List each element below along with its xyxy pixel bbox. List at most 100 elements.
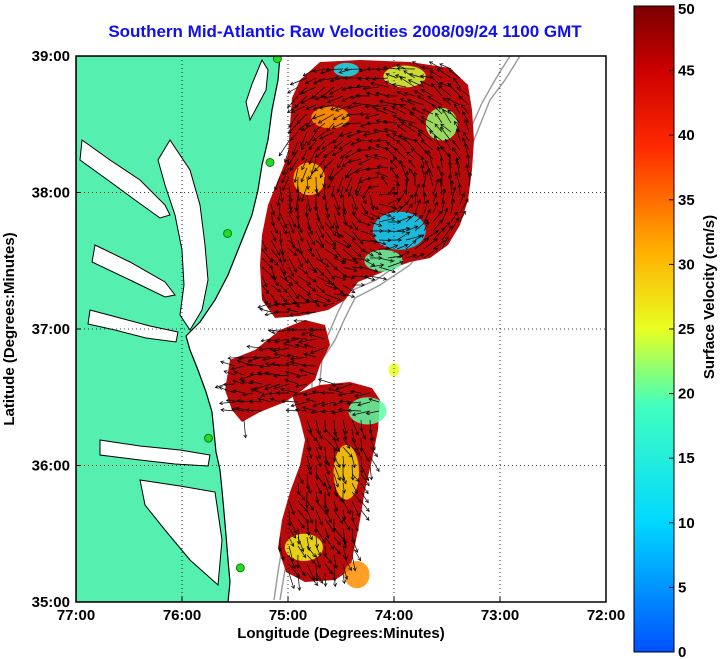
velocity-arrow (339, 131, 353, 137)
velocity-arrow (366, 176, 380, 180)
velocity-arrowhead (359, 123, 364, 128)
velocity-arrow (319, 104, 335, 109)
velocity-arrow (423, 209, 431, 223)
rappahannock-river (91, 244, 176, 298)
velocity-arrow (345, 149, 362, 159)
velocity-arrowhead (292, 223, 297, 228)
velocity-arrowhead (434, 135, 438, 140)
velocity-arrowhead (429, 70, 434, 74)
velocity-arrowhead (399, 260, 404, 265)
velocity-arrowhead (337, 392, 343, 397)
radar-stations (204, 56, 282, 573)
velocity-arrowhead (326, 214, 331, 219)
chesapeake-bay (157, 139, 209, 331)
velocity-arrow (396, 227, 410, 232)
velocity-arrow (456, 160, 461, 178)
velocity-arrow (315, 284, 325, 293)
velocity-arrowhead (308, 333, 313, 338)
velocity-arrow (303, 392, 317, 396)
velocity-arrowhead (447, 160, 452, 165)
velocity-arrow (315, 482, 322, 495)
velocity-arrowhead (365, 477, 370, 482)
velocity-arrowhead (339, 133, 344, 138)
velocity-arrow (432, 193, 437, 205)
velocity-arrowhead (403, 189, 407, 194)
velocity-arrowhead (271, 330, 276, 335)
velocity-arrowhead (362, 86, 367, 91)
velocity-arrow (324, 239, 336, 250)
velocity-arrowhead (416, 95, 422, 100)
velocity-arrow (454, 121, 461, 133)
velocity-arrowhead (399, 98, 405, 102)
velocity-arrow (333, 428, 339, 442)
velocity-arrow (315, 527, 326, 544)
velocity-arrowhead (282, 258, 286, 263)
velocity-arrowhead (433, 192, 438, 198)
velocity-arrowhead (337, 476, 341, 481)
velocity-arrow (279, 275, 293, 286)
velocity-arrowhead (292, 392, 297, 397)
velocity-arrowhead (245, 362, 250, 367)
velocity-arrowhead (337, 541, 342, 546)
velocity-arrow (391, 106, 407, 115)
velocity-arrow (407, 99, 425, 106)
velocity-arrow (279, 266, 287, 281)
velocity-arrowhead (350, 95, 355, 100)
velocity-arrowhead (406, 151, 411, 156)
velocity-arrowhead (311, 576, 316, 581)
velocity-arrow (405, 235, 422, 241)
velocity-arrow (302, 68, 317, 77)
velocity-arrowhead (298, 339, 303, 344)
velocity-arrow (365, 113, 380, 119)
velocity-arrowhead (435, 112, 439, 117)
velocity-arrowhead (391, 186, 396, 191)
velocity-arrow (376, 120, 389, 124)
velocity-arrowhead (440, 123, 445, 128)
velocity-arrowhead (332, 245, 337, 250)
velocity-arrow (246, 409, 263, 412)
velocity-arrowhead (356, 84, 361, 89)
velocity-arrowhead (267, 304, 272, 308)
velocity-arrowhead (236, 398, 241, 403)
velocity-arrow (297, 257, 303, 268)
velocity-arrowhead (292, 534, 297, 539)
velocity-arrowhead (462, 131, 467, 136)
velocity-arrow (432, 210, 443, 223)
velocity-arrow (306, 446, 312, 459)
velocity-arrowhead (339, 519, 344, 524)
velocity-arrow (315, 293, 331, 303)
velocity-arrowhead (334, 507, 339, 512)
velocity-arrowhead (447, 82, 452, 87)
velocity-arrowhead (356, 129, 361, 134)
velocity-arrow (332, 131, 344, 144)
velocity-arrowhead (225, 398, 230, 403)
velocity-arrowhead (354, 226, 359, 231)
velocity-arrow (342, 473, 347, 484)
velocity-arrow (370, 82, 389, 88)
velocity-arrow (412, 107, 425, 115)
velocity-arrowhead (280, 556, 285, 562)
velocity-arrowhead (435, 178, 440, 183)
velocity-arrowhead (343, 430, 348, 435)
velocity-arrow (301, 158, 308, 170)
velocity-arrowhead (382, 241, 387, 246)
velocity-arrowhead (276, 251, 281, 256)
velocity-arrow (396, 251, 410, 259)
pamlico-sound (139, 479, 223, 587)
velocity-arrow (378, 217, 395, 223)
velocity-arrow (442, 97, 452, 106)
velocity-arrowhead (354, 548, 359, 553)
velocity-arrowhead (322, 303, 327, 308)
velocity-arrow (328, 167, 335, 179)
velocity-arrow (467, 154, 470, 169)
velocity-arrowhead (302, 554, 307, 559)
latitude-ticks: 39:00 38:00 37:00 36:00 35:00 (32, 48, 81, 611)
velocity-arrow (288, 293, 300, 308)
velocity-arrowhead (300, 99, 305, 104)
velocity-arrowhead (446, 222, 450, 227)
velocity-arrowhead (362, 132, 367, 137)
velocity-arrowhead (322, 183, 327, 188)
velocity-arrow (360, 473, 370, 486)
velocity-arrowhead (397, 117, 402, 122)
